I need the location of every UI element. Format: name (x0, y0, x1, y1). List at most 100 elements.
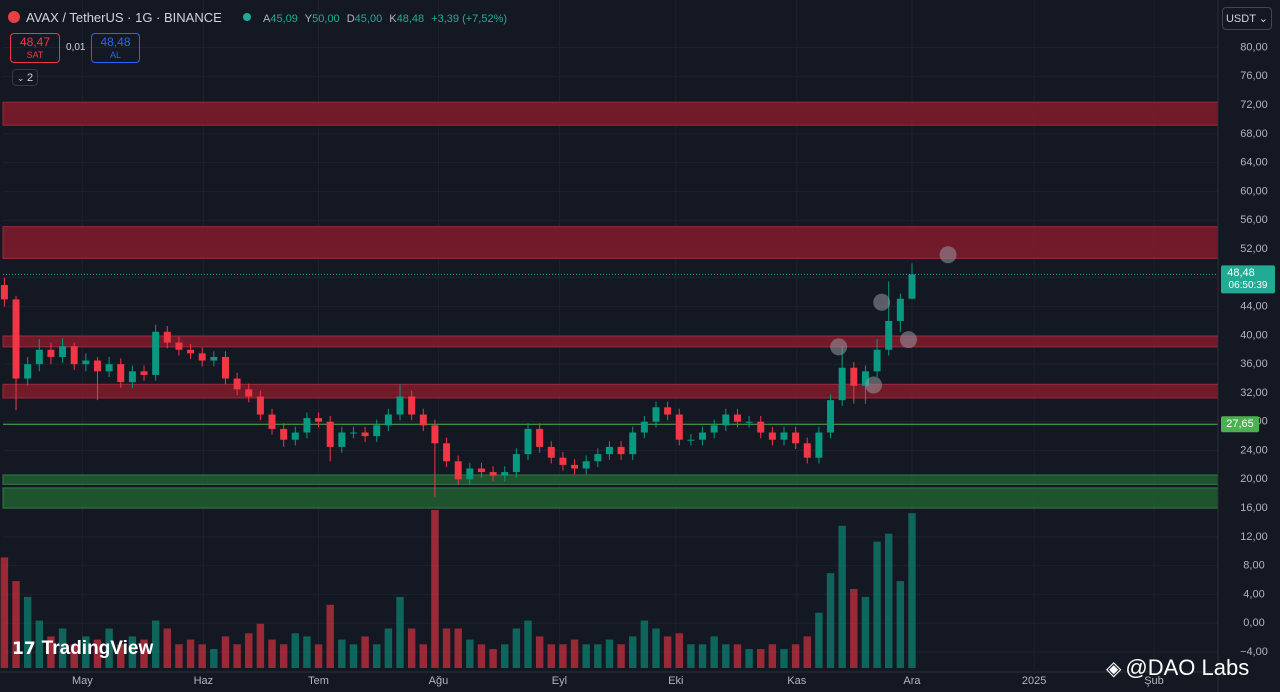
candle-body (291, 432, 299, 440)
logo-text: TradingView (41, 638, 154, 659)
spread: 0,01 (66, 42, 86, 53)
ohlc-prefix: Y (304, 13, 313, 25)
y-tick-label: 0,00 (1243, 617, 1264, 629)
symbol[interactable]: AVAX / TetherUS · 1G · BINANCE (26, 10, 222, 25)
watermark-text: @DAO Labs (1125, 655, 1250, 680)
candle-body (605, 446, 613, 455)
x-tick-label: May (72, 675, 93, 687)
volume-bar (384, 628, 393, 668)
y-tick-label: 4,00 (1243, 588, 1264, 600)
volume-bar (501, 644, 509, 668)
y-tick-label: 76,00 (1240, 70, 1268, 82)
volume-bar (873, 541, 881, 668)
candle-body (163, 331, 171, 343)
indicator-toggle[interactable]: ⌄ 2 (12, 69, 38, 86)
y-tick-label: 12,00 (1240, 531, 1268, 543)
candle-body (443, 443, 451, 462)
candle-body (524, 428, 532, 455)
candle-body (35, 349, 43, 365)
volume-bar (756, 649, 765, 668)
sell-button[interactable]: 48,47 SAT (10, 33, 60, 63)
candle-body (233, 378, 241, 390)
annotation-marker (865, 376, 883, 394)
x-tick-label: Şub (1144, 675, 1164, 687)
candle-body (419, 414, 427, 426)
volume-bar (140, 639, 148, 668)
ohlc: A45,09 Y50,00 D45,00 K48,48 +3,39 (+7,52… (263, 13, 507, 25)
y-tick-label: 52,00 (1240, 243, 1268, 255)
annotation-marker (830, 338, 848, 356)
y-tick-label: 16,00 (1240, 502, 1268, 514)
candle-body (396, 396, 404, 415)
candle-body (12, 299, 20, 379)
annotation-marker (939, 246, 957, 264)
zone (2, 487, 1219, 509)
volume-bar (210, 649, 218, 668)
candle-body (315, 418, 323, 422)
buy-button[interactable]: 48,48 AL (91, 33, 140, 63)
y-tick-label: 72,00 (1240, 99, 1268, 111)
volume-bar (221, 636, 230, 668)
volume-bar (303, 636, 311, 668)
logo-mark: 𝟭𝟳 (12, 639, 36, 658)
zone (2, 474, 1219, 485)
annotation-marker (899, 331, 917, 349)
candle-body (664, 407, 672, 415)
volume-bar (791, 644, 800, 668)
y-tick-label: 40,00 (1240, 329, 1268, 341)
candle-body (24, 364, 32, 379)
y-tick-label: 60,00 (1240, 185, 1268, 197)
volume-bar (349, 644, 358, 668)
price-tag (1221, 265, 1275, 294)
candle-body (47, 349, 55, 357)
volume-bar (710, 636, 718, 668)
candle-body (815, 432, 823, 458)
candle-body (699, 432, 707, 440)
x-tick-label: Kas (787, 675, 806, 687)
candle-body (757, 421, 765, 433)
volume-bar (314, 644, 323, 668)
volume-bar (617, 644, 625, 668)
x-tick-label: Eki (668, 675, 683, 687)
y-tick-label: 32,00 (1240, 387, 1268, 399)
candle-body (175, 342, 183, 350)
volume-bar (722, 644, 730, 668)
zone (2, 335, 1219, 348)
ohlc-prefix: D (346, 13, 355, 25)
candle-body (536, 428, 544, 447)
price-tag-label: 48,48 (1227, 267, 1255, 279)
volume-bar (35, 620, 44, 668)
ohlc-value: 50,00 (312, 13, 340, 25)
candle-body (210, 356, 218, 361)
candle-body (512, 454, 520, 473)
candle-body (338, 432, 346, 447)
zone (2, 383, 1219, 399)
candle-body (431, 425, 439, 444)
volume-bar (826, 573, 835, 668)
candle-body (687, 439, 695, 441)
volume-bar (884, 533, 893, 668)
volume-bar (454, 628, 462, 668)
volume-bar (629, 636, 637, 668)
candle-body (885, 320, 893, 350)
volume-bar (338, 639, 346, 668)
volume-bar (489, 649, 497, 668)
y-tick-label: 68,00 (1240, 128, 1268, 140)
coin-icon (8, 11, 20, 23)
volume-bar (70, 644, 78, 668)
volume-bar (326, 604, 334, 668)
candle-body (792, 432, 800, 444)
ohlc-value: 48,48 (396, 13, 425, 25)
candle-body (245, 389, 253, 397)
candle-body (571, 464, 579, 469)
volume-bar (815, 612, 823, 668)
currency-button[interactable]: USDT ⌄ (1222, 7, 1272, 30)
volume-bar (407, 628, 416, 668)
zone (2, 226, 1219, 259)
volume-bar (151, 620, 160, 668)
volume-bar (186, 639, 195, 668)
volume-bar (535, 636, 544, 668)
volume-bar (117, 644, 125, 668)
volume-bar (233, 644, 241, 668)
volume-bar (547, 644, 555, 668)
